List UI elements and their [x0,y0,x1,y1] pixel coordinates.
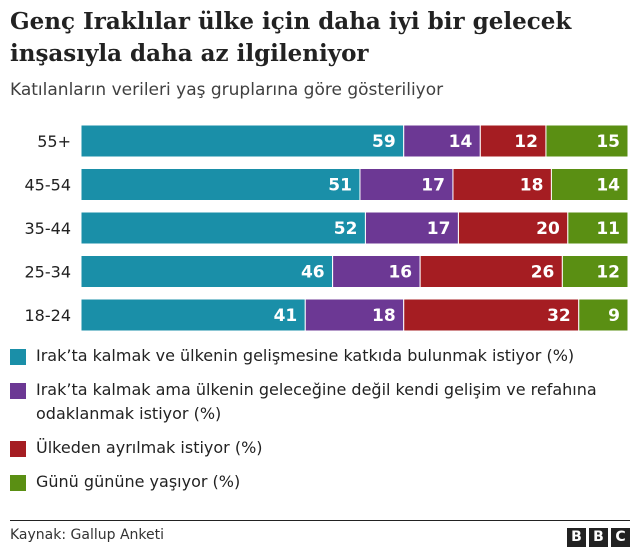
logo-letter: B [567,528,586,547]
bar-segment [403,124,481,158]
legend-label: Günü gününe yaşıyor (%) [36,472,241,491]
bar-segment [479,124,547,158]
data-label: 9 [608,306,620,326]
bar-segment [452,168,552,201]
logo-letter: B [589,528,608,547]
category-label: 55+ [37,132,71,151]
data-label: 12 [514,132,538,152]
legend-label: Irak’ta kalmak ve ülkenin gelişmesine ka… [36,346,575,365]
data-label: 17 [421,176,445,196]
legend-swatch [10,383,26,399]
bar-segment [304,298,405,332]
data-label: 51 [328,176,352,196]
legend-item: Irak’ta kalmak ama ülkenin geleceğine de… [10,378,630,426]
bar-segment [545,124,629,158]
bar-segment [567,211,629,245]
logo-letter: C [611,528,630,547]
legend-item: Günü gününe yaşıyor (%) [10,470,630,494]
bar-segment [80,255,334,288]
data-label: 59 [372,132,396,152]
bar-segment [578,298,629,332]
legend: Irak’ta kalmak ve ülkenin gelişmesine ka… [10,344,630,504]
data-label: 20 [536,219,560,239]
data-label: 26 [531,263,555,283]
chart-subtitle: Katılanların verileri yaş gruplarına gör… [10,80,444,100]
bar-segment [80,211,366,245]
stacked-bar-chart: 55+ 59 14 12 15 45-54 51 17 18 14 35-44 52 17 20 11 25-… [25,124,629,332]
legend-item: Ülkeden ayrılmak istiyor (%) [10,436,630,460]
category-label: 35-44 [25,219,72,238]
bar-segment [80,124,405,158]
chart-title: Genç Iraklılar ülke için daha iyi bir ge… [10,8,572,67]
legend-label: Irak’ta kalmak ama ülkenin geleceğine de… [36,380,597,423]
data-label: 41 [274,306,298,326]
bar-segment [403,298,580,332]
data-label: 11 [596,219,620,239]
data-label: 16 [388,263,412,283]
category-label: 25-34 [25,263,72,282]
source-note: Kaynak: Gallup Anketi [10,527,164,543]
data-label: 14 [596,176,620,196]
legend-swatch [10,475,26,491]
bar-segment [80,298,306,332]
bbc-logo: B B C [567,528,630,547]
data-label: 15 [596,132,620,152]
legend-swatch [10,441,26,457]
bar-segment [332,255,421,288]
bar-segment [364,211,459,245]
legend-label: Ülkeden ayrılmak istiyor (%) [36,438,263,457]
category-label: 45-54 [25,176,72,195]
footer-divider [10,520,630,521]
data-label: 32 [547,306,571,326]
data-label: 52 [334,219,358,239]
data-label: 46 [301,263,325,283]
category-label: 18-24 [25,306,72,325]
data-label: 18 [372,306,396,326]
bar-segment [80,168,361,201]
data-label: 14 [449,132,473,152]
legend-swatch [10,349,26,365]
bar-segment [561,255,629,288]
data-label: 17 [427,219,451,239]
data-label: 18 [520,176,544,196]
bar-segment [457,211,569,245]
data-label: 12 [596,263,620,283]
legend-item: Irak’ta kalmak ve ülkenin gelişmesine ka… [10,344,630,368]
bar-segment [550,168,629,201]
